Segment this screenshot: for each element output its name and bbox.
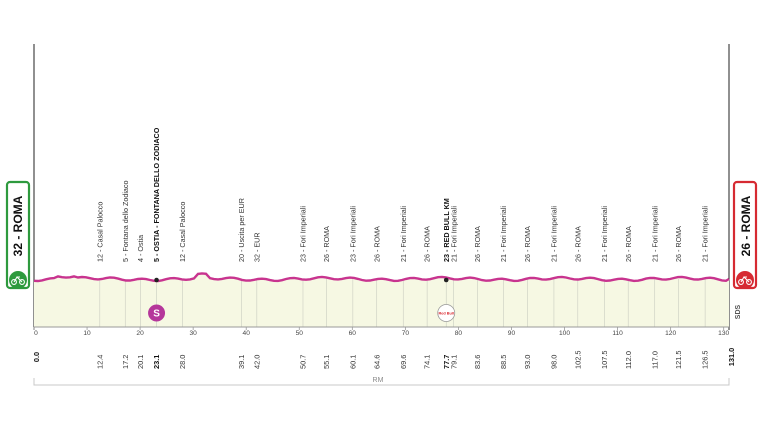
waypoint-km: 50.7 — [299, 355, 308, 369]
start-bike-glyph — [11, 276, 25, 285]
waypoint-km: 42.0 — [252, 355, 261, 369]
waypoint-lines — [99, 279, 706, 327]
sprint-dot — [154, 277, 159, 283]
waypoint-label: 23 - RED BULL KM — [442, 198, 451, 262]
profile-line — [33, 272, 730, 283]
waypoint-label: 26 - ROMA — [372, 226, 381, 262]
waypoint-km: 88.5 — [499, 355, 508, 369]
profile-area — [34, 273, 729, 327]
waypoint-label: 5 - Fontana dello Zodiaco — [121, 180, 130, 262]
waypoint-km: 83.6 — [473, 355, 482, 369]
waypoint-km: 98.0 — [550, 355, 559, 369]
waypoint-km: 126.5 — [701, 351, 710, 370]
finish-badge-label: 26 - ROMA — [739, 195, 753, 256]
waypoint-km: 107.5 — [600, 351, 609, 370]
waypoint-km: 17.2 — [121, 355, 130, 369]
waypoint-label: 21 - Fori Imperiali — [399, 206, 408, 262]
waypoint-labels: 12 - Casal Palocco 5 - Fontana dello Zodi… — [95, 127, 709, 262]
finish-badge: 26 - ROMA — [732, 180, 758, 290]
waypoint-label: 12 - Casal Palocco — [95, 202, 104, 262]
axis-tick-label: 130 — [718, 330, 729, 337]
waypoint-label: 5 - OSTIA - FONTANA DELLO ZODIACO — [152, 127, 161, 262]
axis-tick-label: 0 — [34, 330, 38, 337]
waypoint-label: 21 - Fori Imperiali — [550, 206, 559, 262]
redbull-icon — [437, 304, 456, 322]
start-bike-icon — [9, 271, 27, 289]
waypoint-label: 26 - ROMA — [423, 226, 432, 262]
redbull-icon-label: Red Bull — [439, 312, 454, 316]
waypoint-km: 12.4 — [95, 355, 104, 369]
sprint-icon — [148, 304, 166, 322]
waypoint-km: 69.6 — [399, 355, 408, 369]
axis-tick-label: 110 — [612, 330, 623, 337]
waypoint-label: 26 - ROMA — [674, 226, 683, 262]
waypoint-km: 117.0 — [650, 351, 659, 369]
waypoint-km: 39.1 — [237, 355, 246, 369]
waypoint-label: 4 - Ostia — [136, 235, 145, 262]
waypoint-label: 20 - Uscita per EUR — [237, 198, 246, 262]
waypoint-km: 79.1 — [449, 355, 458, 369]
waypoint-label: 21 - Fori Imperiali — [499, 206, 508, 262]
waypoint-label: 26 - ROMA — [573, 226, 582, 262]
waypoint-label: 26 - ROMA — [473, 226, 482, 262]
axis-tick-label: 70 — [402, 330, 410, 337]
waypoint-label: 21 - Fori Imperiali — [600, 206, 609, 262]
axis-tick-label: 80 — [455, 330, 463, 337]
finish-km-label: 131.0 — [727, 348, 736, 367]
axis-ticks: 0 10 20 30 40 50 60 70 80 90 100 110 120 130 — [33, 327, 730, 337]
sprint-icon-label: S — [153, 309, 160, 320]
waypoint-label: 23 - Fori Imperiali — [349, 206, 358, 262]
zone-bracket — [33, 378, 730, 386]
waypoint-label: 21 - Fori Imperiali — [701, 206, 710, 262]
waypoint-km: 93.0 — [523, 355, 532, 369]
waypoint-label: 23 - Fori Imperiali — [299, 206, 308, 262]
finish-bike-icon — [736, 271, 754, 289]
waypoint-km: 77.7 — [442, 355, 451, 369]
redbull-dot — [443, 277, 449, 283]
waypoint-km: 55.1 — [322, 355, 331, 369]
start-km-label: 0.0 — [32, 352, 41, 362]
waypoint-label: 21 - Fori Imperiali — [449, 206, 458, 262]
sds-label: SDS — [735, 304, 742, 319]
waypoint-km: 20.1 — [136, 355, 145, 369]
axis-tick-label: 20 — [136, 330, 144, 337]
finish-bike-glyph — [738, 276, 752, 285]
waypoint-label: 12 - Casal Palocco — [178, 202, 187, 262]
axis-tick-label: 10 — [83, 330, 91, 337]
waypoint-label: 26 - ROMA — [523, 226, 532, 262]
axis-tick-label: 30 — [189, 330, 197, 337]
axis-tick-label: 60 — [349, 330, 357, 337]
waypoint-label: 26 - ROMA — [322, 226, 331, 262]
redbull-marker: Red Bull — [437, 277, 456, 322]
km-labels: 12.4 17.2 20.1 23.1 28.0 39.1 42.0 50.7 55.1 60.1… — [95, 351, 709, 370]
waypoint-label: 32 - EUR — [252, 232, 261, 262]
axis-tick-label: 90 — [508, 330, 516, 337]
waypoint-km: 64.6 — [372, 355, 381, 369]
axis-tick-label: 100 — [559, 330, 570, 337]
waypoint-km: 74.1 — [423, 355, 432, 369]
waypoint-km: 23.1 — [152, 355, 161, 369]
waypoint-label: 26 - ROMA — [624, 226, 633, 262]
waypoint-km: 112.0 — [624, 351, 633, 369]
axis-tick-label: 50 — [296, 330, 304, 337]
start-badge-label: 32 - ROMA — [11, 195, 25, 256]
waypoint-km: 102.5 — [573, 351, 582, 370]
waypoint-km: 28.0 — [178, 355, 187, 369]
sprint-marker: S — [148, 277, 166, 322]
axis-tick-label: 40 — [243, 330, 251, 337]
start-badge: 32 - ROMA — [5, 180, 31, 290]
waypoint-km: 60.1 — [349, 355, 358, 369]
waypoint-label: 21 - Fori Imperiali — [650, 206, 659, 262]
zone-label: RM — [373, 377, 384, 384]
waypoint-km: 121.5 — [674, 351, 683, 370]
axis-tick-label: 120 — [665, 330, 676, 337]
